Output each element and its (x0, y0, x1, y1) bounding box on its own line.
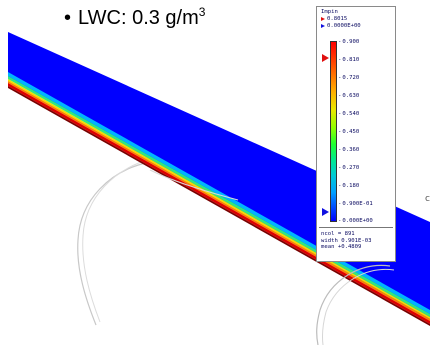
legend-min-value: 0.0000E+00 (327, 23, 361, 29)
legend-colorbar (330, 41, 337, 222)
legend-tick: 0.270 (338, 165, 359, 172)
legend-stat-ncol: ncol = 891 (321, 231, 355, 237)
legend-tick: 0.900 (338, 39, 359, 46)
spiral-ribbon-left-back-inner (82, 157, 155, 323)
caption-superscript: 3 (198, 5, 206, 19)
edge-mark: c (425, 194, 430, 204)
legend-max-value: 0.8015 (327, 16, 348, 22)
legend-max-marker-icon (321, 17, 325, 21)
legend-tick: 0.360 (338, 147, 359, 154)
legend-min-marker-icon (321, 24, 325, 28)
legend-stat-width: width 0.901E-03 (321, 237, 372, 244)
surface-edge-dark (8, 86, 430, 326)
legend-tick: 0.810 (338, 57, 359, 64)
legend-divider (319, 227, 393, 228)
caption-label: LWC: 0.3 g/m (78, 7, 199, 29)
spiral-ribbon-right-front (316, 264, 391, 345)
legend-tick: 0.450 (338, 129, 359, 136)
colorbar-current-min-arrow-icon[interactable] (322, 208, 329, 216)
caption-lwc: • LWC: 0.3 g/m3 (64, 0, 205, 30)
legend-tick: 0.900E-01 (338, 201, 372, 208)
spiral-ribbon-right-front-inner (321, 268, 395, 345)
color-legend-panel[interactable]: Impin 0.8015 0.0000E+00 0.900 0.810 0.72… (316, 6, 396, 262)
caption-bullet: • (64, 7, 72, 29)
spiral-ribbon-left-back (77, 161, 151, 326)
legend-tick: 0.630 (338, 93, 359, 100)
legend-tick: 0.000E+00 (338, 218, 372, 225)
colorbar-current-max-arrow-icon[interactable] (322, 54, 329, 62)
surface-band-red (8, 83, 430, 324)
legend-stats: ncol = 891 width 0.901E-03 mean +0.4809 (321, 231, 372, 251)
legend-tick: 0.180 (338, 183, 359, 190)
legend-tick: 0.720 (338, 75, 359, 82)
legend-title: Impin (321, 9, 338, 15)
legend-stat-mean: mean +0.4809 (321, 244, 362, 250)
spiral-ribbon-center (149, 169, 239, 201)
legend-tick: 0.540 (338, 111, 359, 118)
